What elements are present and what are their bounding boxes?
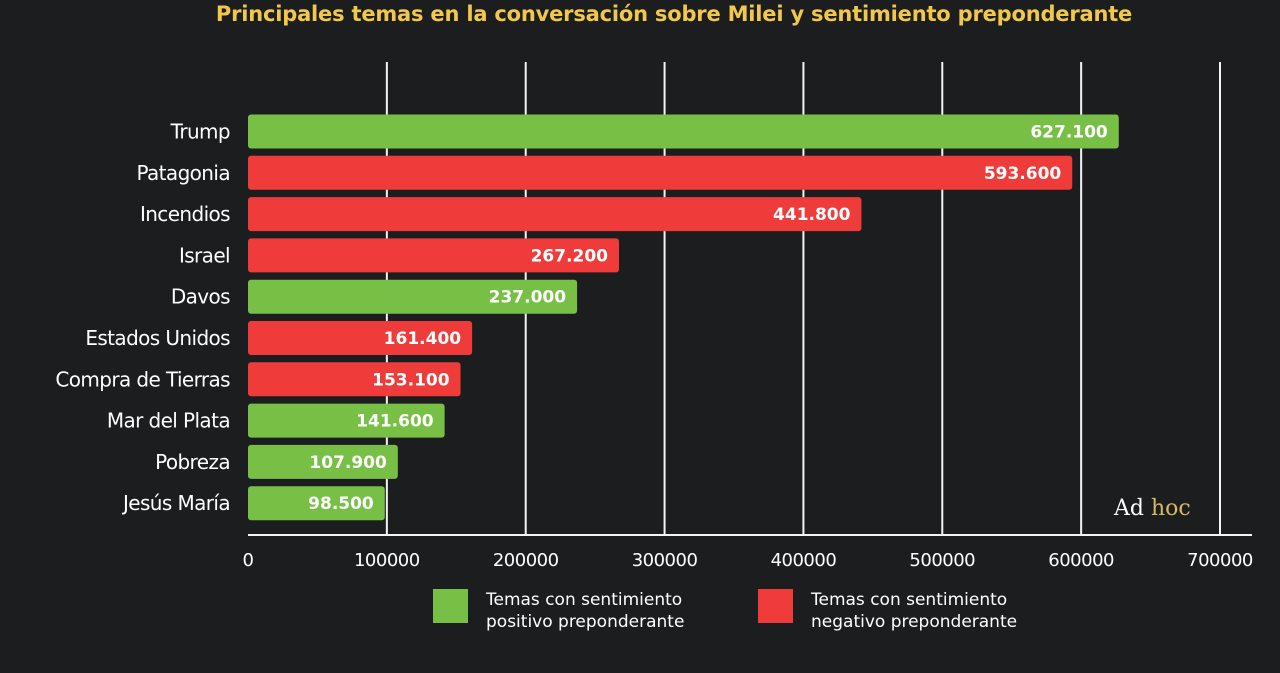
legend-negative-swatch (758, 589, 793, 623)
category-label: Davos (171, 285, 230, 309)
value-label: 627.100 (1030, 123, 1108, 143)
x-tick-label: 600000 (1048, 550, 1114, 571)
bar (248, 362, 461, 397)
x-tick-label: 200000 (493, 550, 559, 571)
category-label: Compra de Tierras (55, 367, 230, 391)
legend-negative: Temas con sentimiento negativo preponder… (758, 589, 1071, 633)
x-tick-label: 100000 (354, 550, 420, 571)
category-label: Estados Unidos (85, 326, 230, 350)
value-label: 98.500 (308, 494, 374, 514)
value-label: 153.100 (372, 370, 450, 390)
category-label: Israel (179, 243, 230, 267)
category-label: Patagonia (136, 161, 230, 185)
chart-title: Principales temas en la conversación sob… (215, 2, 1133, 26)
bar (248, 403, 445, 438)
bar (248, 444, 398, 479)
bar (248, 197, 862, 232)
adhoc-logo: Ad hoc (1114, 496, 1191, 521)
legend-positive-swatch (433, 589, 468, 623)
category-label: Pobreza (155, 450, 230, 474)
bar (248, 155, 1073, 190)
adhoc-logo-part2: hoc (1150, 496, 1191, 521)
x-tick-label: 0 (243, 550, 254, 571)
value-label: 237.000 (489, 288, 567, 308)
value-label: 267.200 (531, 246, 609, 266)
x-tick-label: 700000 (1187, 550, 1253, 571)
category-label: Jesús María (121, 491, 230, 515)
bar (248, 238, 620, 273)
legend-positive-label: Temas con sentimiento positivo preponder… (486, 590, 685, 632)
value-label: 441.800 (773, 205, 851, 225)
category-label: Mar del Plata (107, 409, 230, 433)
value-label: 593.600 (984, 164, 1062, 184)
category-label: Incendios (140, 202, 230, 226)
bar (248, 114, 1119, 149)
value-label: 141.600 (356, 412, 434, 432)
x-tick-label: 400000 (771, 550, 837, 571)
category-label: Trump (170, 120, 230, 144)
bar (248, 486, 385, 521)
x-tick-label: 500000 (909, 550, 975, 571)
legend-positive: Temas con sentimiento positivo preponder… (433, 589, 746, 633)
value-label: 161.400 (384, 329, 462, 349)
adhoc-logo-part1: Ad (1114, 496, 1151, 521)
bar (248, 321, 473, 355)
x-tick-label: 300000 (632, 550, 698, 571)
legend-negative-label: Temas con sentimiento negativo preponder… (811, 590, 1018, 632)
bar (248, 279, 578, 314)
value-label: 107.900 (309, 453, 387, 473)
